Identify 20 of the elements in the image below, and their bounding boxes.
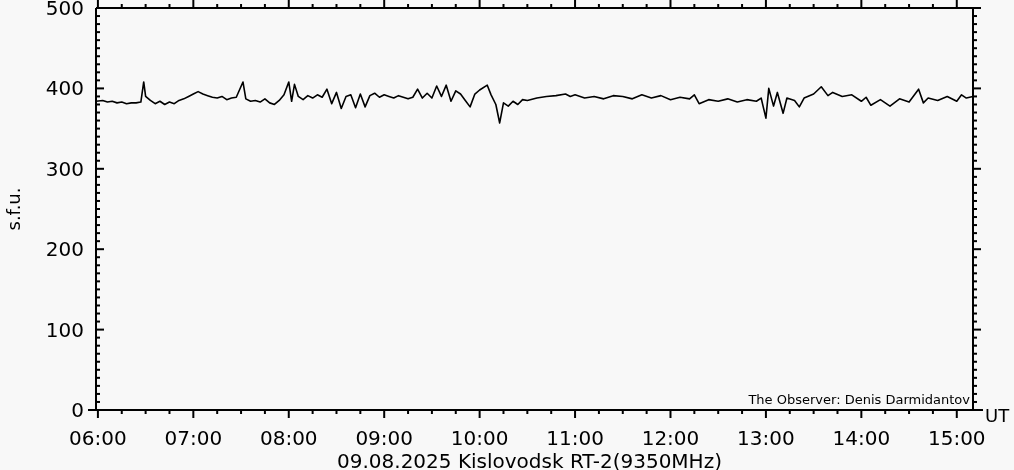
y-tick-label: 200 [45,237,84,262]
x-tick-label: 13:00 [737,426,795,450]
x-tick-label: 10:00 [450,426,509,450]
y-tick-label: 100 [45,317,84,342]
x-tick-label: 06:00 [69,426,127,450]
y-tick-label: 300 [45,156,84,181]
y-tick-label: 500 [45,0,84,20]
x-tick-label: 12:00 [641,426,700,450]
x-tick-label: 14:00 [832,426,891,450]
x-axis-title: 09.08.2025 Kislovodsk RT-2(9350MHz) [337,449,722,470]
x-tick-label: 08:00 [259,426,318,450]
y-tick-label: 400 [45,76,84,101]
text: UT [985,405,1011,426]
y-tick-label: 0 [71,398,84,422]
x-tick-label: 11:00 [546,426,604,450]
y-axis-title: s.f.u. [3,187,24,231]
x-tick-label: 15:00 [927,426,986,450]
annotation: The Observer: Denis Darmidantov [747,392,971,407]
x-tick-label: 09:00 [355,426,414,450]
x-tick-label: 07:00 [164,426,223,450]
